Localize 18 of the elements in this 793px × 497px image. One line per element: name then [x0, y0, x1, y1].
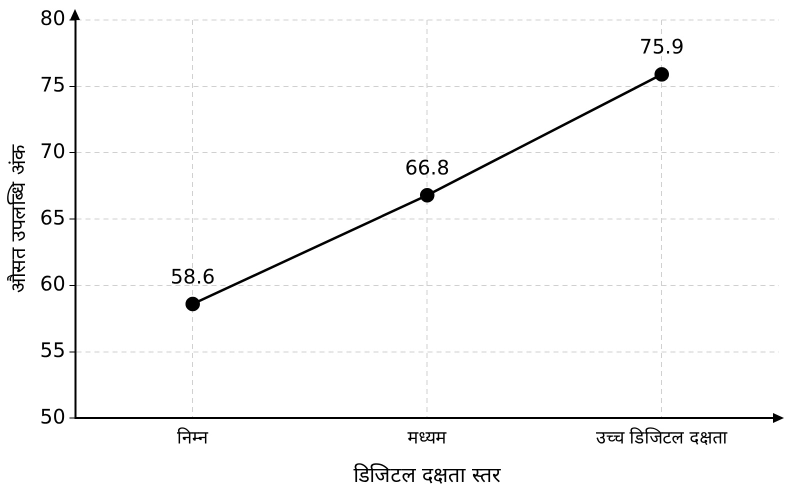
point: [420, 188, 434, 202]
y-tick-label: 60: [40, 272, 66, 296]
y-tick-label: 75: [40, 72, 66, 97]
x-tick-label: निम्न: [177, 426, 210, 449]
y-tick-label: 80: [40, 6, 66, 30]
x-tick-label: उच्च डिजिटल दक्षता: [596, 426, 728, 449]
point: [185, 296, 200, 312]
data-label: 75.9: [639, 34, 684, 59]
data-label: 58.6: [170, 264, 215, 288]
point: [654, 67, 669, 82]
y-tick-label: 65: [40, 205, 66, 230]
data-label: 66.8: [404, 155, 450, 180]
x-tick-label: मध्यम: [408, 428, 448, 449]
y-tick-label: 50: [40, 404, 66, 428]
x-axis-title: डिजिटल दक्षता स्तर: [354, 462, 501, 487]
y-tick-label: 55: [40, 338, 66, 362]
y-axis-title: औसत उपलब्धि अंक: [6, 144, 30, 293]
y-tick-label: 70: [40, 138, 66, 163]
